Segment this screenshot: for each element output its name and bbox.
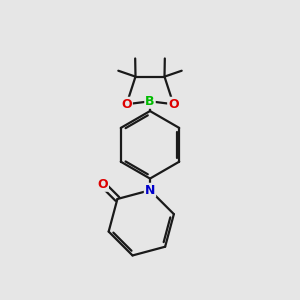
Text: O: O: [168, 98, 179, 111]
Text: O: O: [98, 178, 108, 191]
Text: O: O: [121, 98, 132, 111]
Text: N: N: [145, 184, 155, 197]
Text: B: B: [145, 95, 155, 108]
